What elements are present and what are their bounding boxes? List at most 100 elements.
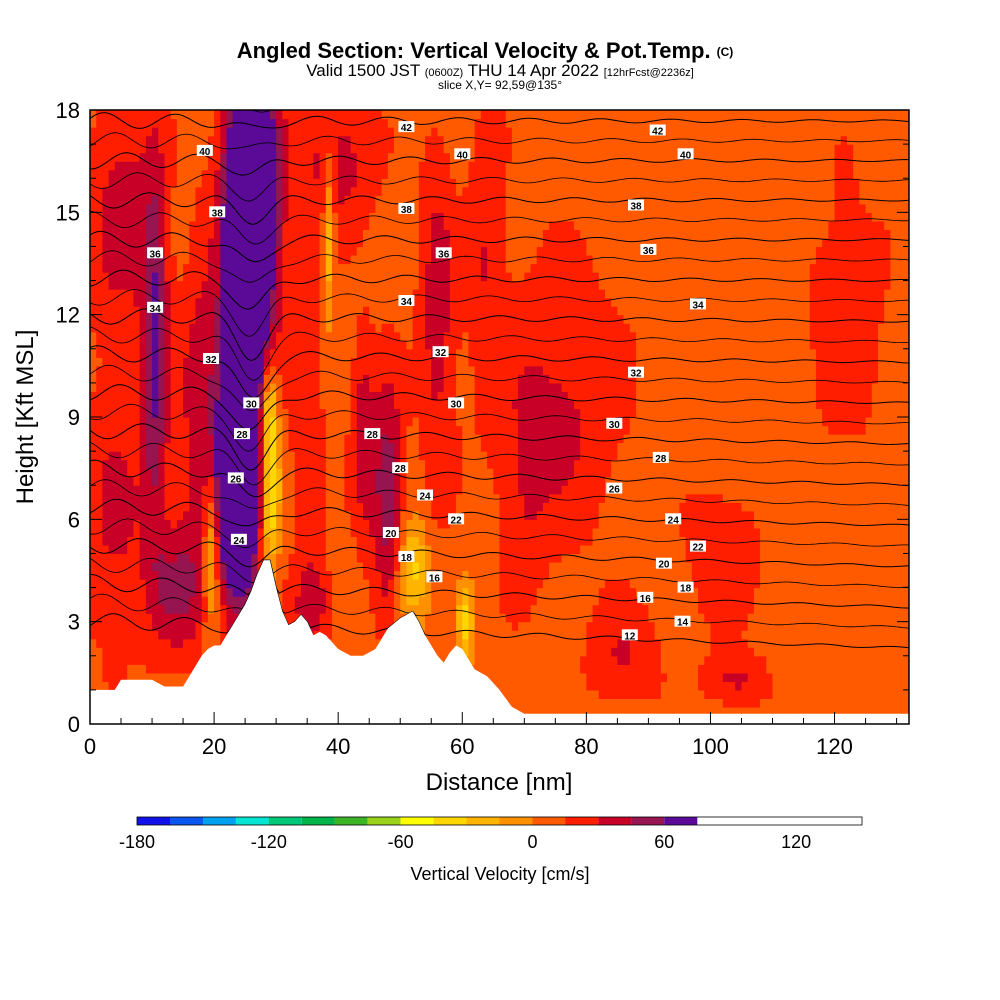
velocity-cell	[121, 655, 128, 665]
velocity-cell	[170, 579, 178, 589]
velocity-cell	[617, 621, 625, 631]
velocity-cell	[474, 638, 482, 648]
velocity-cell	[344, 408, 352, 418]
velocity-cell	[251, 459, 259, 469]
velocity-cell	[791, 672, 798, 682]
velocity-cell	[586, 630, 594, 640]
velocity-cell	[747, 519, 755, 529]
velocity-cell	[505, 399, 513, 410]
velocity-cell	[505, 621, 513, 631]
velocity-cell	[791, 596, 798, 606]
velocity-cell	[158, 630, 166, 640]
velocity-cell	[96, 425, 103, 435]
velocity-cell	[716, 621, 724, 631]
velocity-cell	[369, 613, 376, 623]
velocity-cell	[158, 451, 166, 461]
velocity-cell	[226, 425, 234, 435]
velocity-cell	[524, 527, 532, 537]
velocity-cell	[710, 459, 718, 469]
velocity-cell	[319, 527, 327, 537]
velocity-cell	[257, 485, 265, 495]
velocity-cell	[567, 672, 575, 682]
velocity-cell	[542, 459, 550, 469]
velocity-cell	[530, 451, 538, 461]
velocity-cell	[580, 485, 587, 495]
velocity-cell	[375, 451, 383, 461]
velocity-cell	[772, 502, 780, 512]
velocity-cell	[530, 613, 538, 623]
velocity-cell	[865, 681, 873, 691]
velocity-cell	[300, 408, 308, 418]
velocity-cell	[443, 399, 451, 410]
velocity-cell	[139, 485, 147, 495]
velocity-cell	[232, 579, 240, 589]
velocity-cell	[90, 468, 97, 478]
velocity-cell	[598, 544, 606, 555]
velocity-cell	[431, 553, 439, 563]
velocity-cell	[90, 408, 97, 418]
velocity-cell	[741, 638, 749, 648]
velocity-cell	[660, 655, 668, 665]
velocity-cell	[580, 587, 587, 597]
velocity-cell	[791, 553, 798, 563]
velocity-cell	[840, 561, 848, 572]
velocity-cell	[865, 451, 873, 461]
velocity-cell	[133, 493, 141, 503]
velocity-cell	[629, 451, 637, 461]
velocity-cell	[679, 561, 687, 572]
velocity-cell	[505, 579, 513, 589]
velocity-cell	[890, 476, 898, 486]
velocity-cell	[753, 544, 761, 555]
velocity-cell	[902, 706, 909, 717]
velocity-cell	[468, 408, 476, 418]
velocity-cell	[456, 493, 463, 503]
velocity-cell	[400, 527, 408, 537]
velocity-cell	[542, 502, 550, 512]
velocity-cell	[294, 579, 302, 589]
velocity-cell	[474, 613, 482, 623]
velocity-cell	[133, 579, 141, 589]
velocity-cell	[604, 689, 612, 700]
velocity-cell	[735, 672, 743, 682]
velocity-cell	[778, 425, 786, 435]
velocity-cell	[617, 519, 625, 529]
velocity-cell	[431, 408, 439, 418]
velocity-cell	[524, 536, 532, 546]
velocity-cell	[629, 604, 637, 614]
velocity-cell	[127, 570, 135, 580]
velocity-cell	[722, 579, 730, 589]
velocity-cell	[704, 536, 712, 546]
velocity-cell	[803, 468, 811, 478]
velocity-cell	[815, 604, 823, 614]
velocity-cell	[623, 553, 631, 563]
velocity-cell	[642, 638, 649, 648]
velocity-cell	[778, 596, 786, 606]
velocity-cell	[164, 681, 172, 691]
velocity-cell	[877, 536, 885, 546]
velocity-cell	[369, 408, 376, 418]
velocity-cell	[139, 459, 147, 469]
velocity-cell	[400, 502, 408, 512]
velocity-cell	[269, 451, 277, 461]
velocity-cell	[710, 544, 718, 555]
velocity-cell	[344, 630, 352, 640]
velocity-cell	[648, 417, 656, 427]
velocity-cell	[617, 570, 625, 580]
velocity-cell	[406, 519, 414, 529]
velocity-cell	[809, 468, 817, 478]
velocity-cell	[846, 476, 854, 486]
velocity-cell	[586, 613, 594, 623]
velocity-cell	[102, 570, 110, 580]
velocity-cell	[840, 434, 848, 444]
velocity-cell	[524, 425, 532, 435]
velocity-cell	[152, 451, 159, 461]
velocity-cell	[729, 527, 736, 537]
velocity-cell	[604, 630, 612, 640]
velocity-cell	[772, 621, 780, 631]
velocity-cell	[592, 706, 600, 717]
velocity-cell	[766, 647, 774, 657]
velocity-cell	[840, 664, 848, 674]
velocity-cell	[648, 613, 656, 623]
velocity-cell	[518, 442, 525, 452]
velocity-cell	[685, 604, 693, 614]
